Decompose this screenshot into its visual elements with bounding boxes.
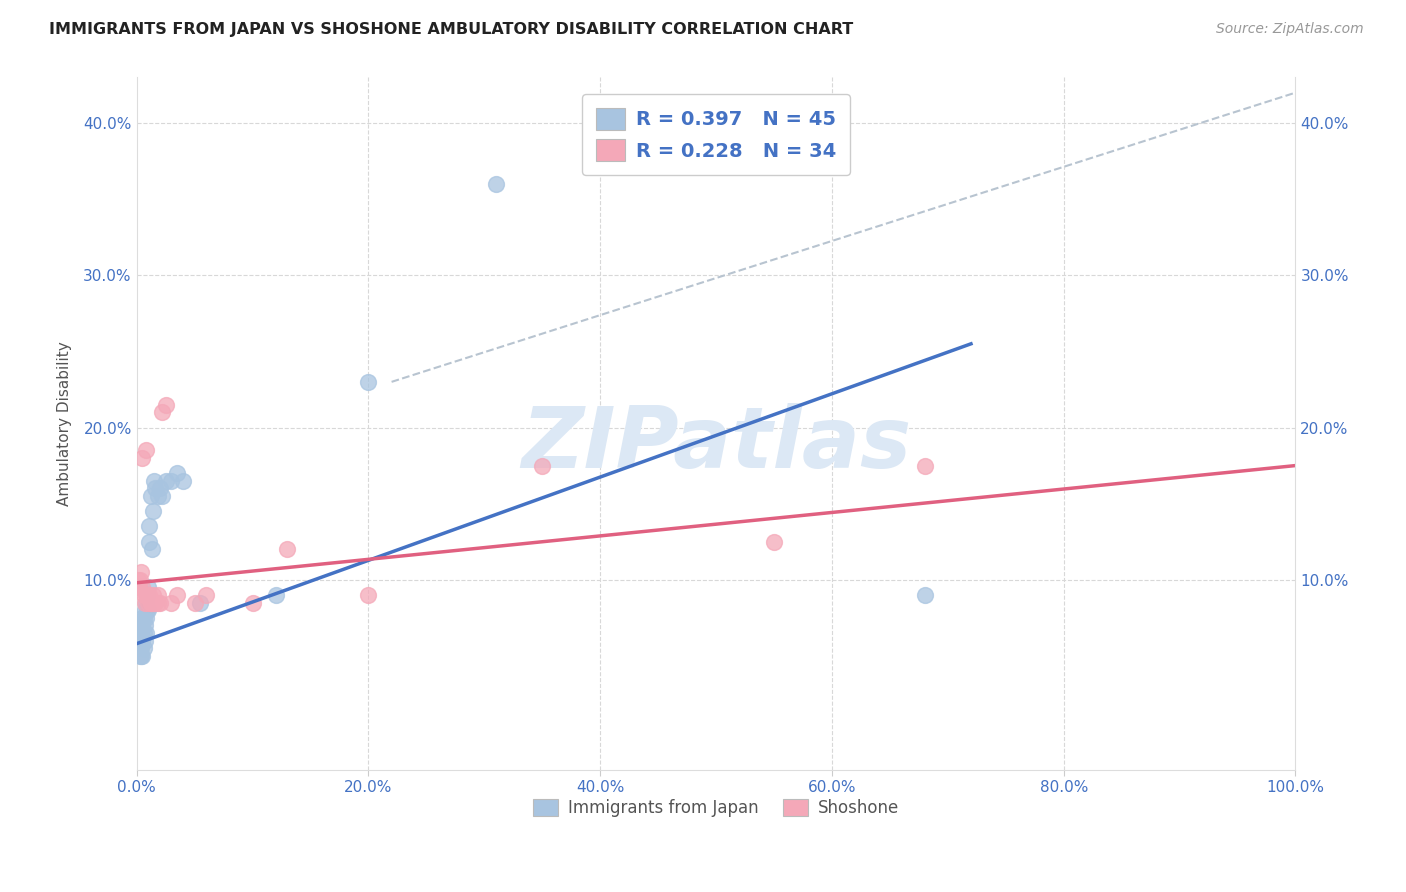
- Point: [128, 618, 150, 632]
- Point: [131, 633, 153, 648]
- Point: [127, 641, 149, 656]
- Point: [242, 596, 264, 610]
- Point: [183, 596, 205, 610]
- Point: [129, 573, 152, 587]
- Text: IMMIGRANTS FROM JAPAN VS SHOSHONE AMBULATORY DISABILITY CORRELATION CHART: IMMIGRANTS FROM JAPAN VS SHOSHONE AMBULA…: [49, 22, 853, 37]
- Point: [135, 443, 157, 458]
- Point: [129, 648, 152, 663]
- Point: [135, 611, 157, 625]
- Point: [143, 596, 166, 610]
- Point: [276, 542, 298, 557]
- Point: [150, 405, 173, 419]
- Point: [134, 596, 156, 610]
- Text: ZIPatlas: ZIPatlas: [522, 403, 911, 486]
- Point: [143, 474, 166, 488]
- Point: [139, 596, 162, 610]
- Point: [129, 648, 152, 663]
- Point: [146, 596, 169, 610]
- Point: [128, 626, 150, 640]
- Legend: Immigrants from Japan, Shoshone: Immigrants from Japan, Shoshone: [526, 792, 905, 824]
- Point: [531, 458, 554, 473]
- Point: [135, 588, 157, 602]
- Point: [762, 534, 785, 549]
- Point: [136, 603, 159, 617]
- Point: [132, 611, 155, 625]
- Point: [135, 626, 157, 640]
- Point: [485, 177, 508, 191]
- Point: [134, 618, 156, 632]
- Point: [155, 398, 177, 412]
- Point: [143, 482, 166, 496]
- Point: [141, 596, 163, 610]
- Point: [172, 474, 194, 488]
- Point: [138, 588, 160, 602]
- Point: [132, 641, 155, 656]
- Point: [131, 450, 153, 465]
- Point: [914, 458, 936, 473]
- Point: [136, 588, 159, 602]
- Point: [142, 504, 165, 518]
- Point: [136, 580, 159, 594]
- Point: [139, 489, 162, 503]
- Point: [160, 474, 183, 488]
- Point: [135, 596, 157, 610]
- Point: [141, 542, 163, 557]
- Point: [131, 648, 153, 663]
- Point: [357, 588, 380, 602]
- Point: [160, 596, 183, 610]
- Point: [128, 580, 150, 594]
- Point: [134, 633, 156, 648]
- Point: [357, 375, 380, 389]
- Point: [155, 474, 177, 488]
- Point: [146, 588, 169, 602]
- Point: [134, 603, 156, 617]
- Point: [131, 580, 153, 594]
- Point: [146, 489, 169, 503]
- Point: [166, 588, 188, 602]
- Point: [143, 596, 166, 610]
- Point: [914, 588, 936, 602]
- Point: [129, 641, 152, 656]
- Point: [136, 603, 159, 617]
- Point: [132, 626, 155, 640]
- Point: [149, 596, 172, 610]
- Point: [129, 565, 152, 579]
- Point: [132, 588, 155, 602]
- Point: [149, 482, 172, 496]
- Point: [129, 633, 152, 648]
- Y-axis label: Ambulatory Disability: Ambulatory Disability: [58, 342, 72, 506]
- Point: [129, 626, 152, 640]
- Point: [166, 466, 188, 480]
- Point: [264, 588, 287, 602]
- Point: [138, 534, 160, 549]
- Point: [127, 573, 149, 587]
- Point: [136, 588, 159, 602]
- Point: [136, 596, 159, 610]
- Point: [131, 618, 153, 632]
- Point: [190, 596, 212, 610]
- Text: Source: ZipAtlas.com: Source: ZipAtlas.com: [1216, 22, 1364, 37]
- Point: [129, 641, 152, 656]
- Point: [139, 596, 162, 610]
- Point: [150, 489, 173, 503]
- Point: [131, 611, 153, 625]
- Point: [195, 588, 218, 602]
- Point: [142, 588, 165, 602]
- Point: [138, 519, 160, 533]
